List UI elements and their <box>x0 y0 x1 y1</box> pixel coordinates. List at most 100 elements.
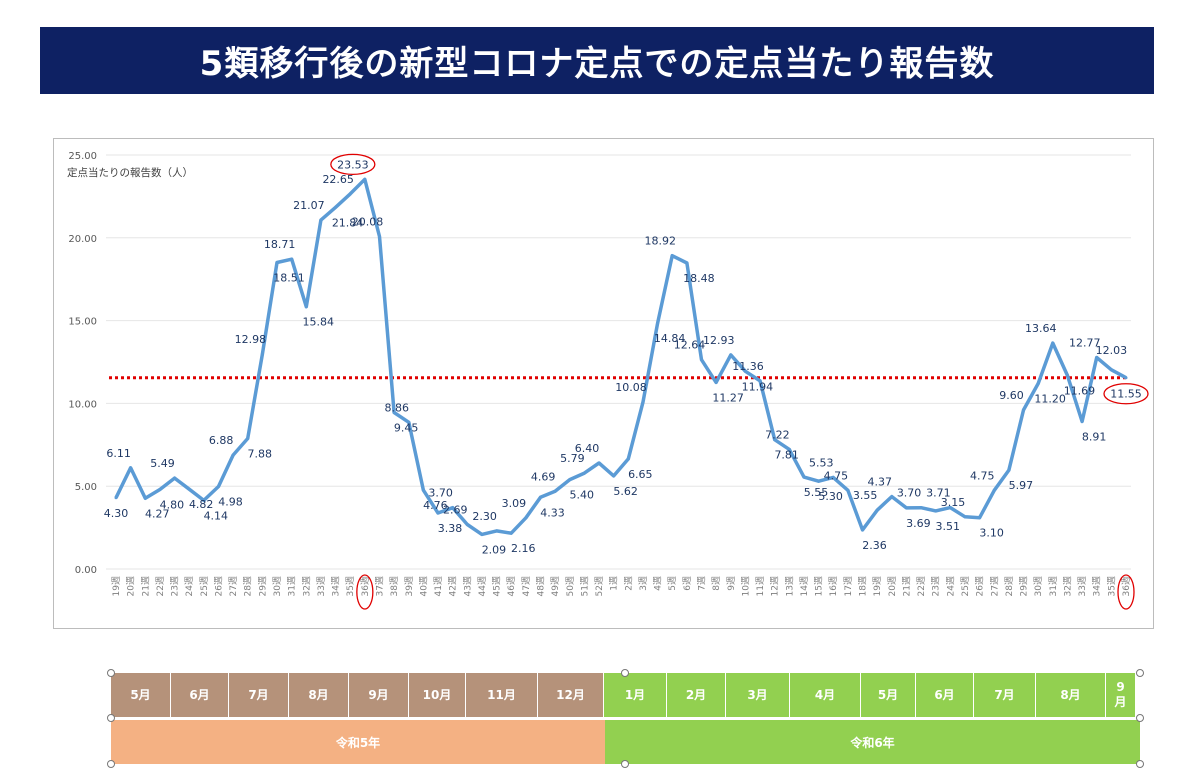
data-label: 12.98 <box>235 333 267 346</box>
data-label: 3.71 <box>926 487 951 500</box>
data-label: 11.94 <box>742 380 774 393</box>
x-tick-label: 11週 <box>755 576 766 596</box>
data-point <box>787 447 791 451</box>
month-cell: 7月 <box>229 673 289 717</box>
data-point <box>1109 368 1113 372</box>
x-tick-label: 35週 <box>345 576 356 596</box>
y-tick-label: 20.00 <box>68 234 97 245</box>
x-tick-label: 7週 <box>697 576 708 591</box>
x-tick-label: 22週 <box>916 576 927 596</box>
data-point <box>480 532 484 536</box>
data-point <box>407 420 411 424</box>
data-point <box>641 400 645 404</box>
data-label: 10.08 <box>615 381 647 394</box>
x-tick-label: 14週 <box>799 576 810 596</box>
year-cell-reiwa6: 令和6年 <box>605 720 1140 764</box>
month-cell: 9月 <box>349 673 409 717</box>
data-point <box>319 218 323 222</box>
selection-handle[interactable] <box>107 714 115 722</box>
data-label: 5.40 <box>570 489 595 502</box>
data-point <box>978 516 982 520</box>
data-label: 3.10 <box>979 527 1004 540</box>
data-label: 4.27 <box>145 507 170 520</box>
x-tick-label: 13週 <box>784 576 795 596</box>
x-tick-label: 23週 <box>931 576 942 596</box>
data-label: 3.55 <box>853 489 878 502</box>
x-tick-label: 28週 <box>1004 576 1015 596</box>
data-label: 9.45 <box>394 422 419 435</box>
data-label: 6.88 <box>209 434 234 447</box>
data-point <box>1036 382 1040 386</box>
x-tick-label: 45週 <box>492 576 503 596</box>
selection-handle[interactable] <box>1136 669 1144 677</box>
x-tick-label: 12週 <box>770 576 781 596</box>
data-point <box>158 488 162 492</box>
data-label: 4.80 <box>160 499 185 512</box>
x-tick-label: 47週 <box>521 576 532 596</box>
x-tick-label: 1週 <box>609 576 620 591</box>
data-label: 7.81 <box>774 449 799 462</box>
chart-frame <box>53 138 1154 629</box>
data-label: 4.98 <box>218 496 243 509</box>
month-cell: 7月 <box>974 673 1036 717</box>
x-tick-label: 8週 <box>711 576 722 591</box>
x-tick-label: 31週 <box>287 576 298 596</box>
data-label: 2.30 <box>472 510 497 523</box>
selection-handle[interactable] <box>621 760 629 768</box>
x-tick-label: 29週 <box>257 576 268 596</box>
month-cell: 6月 <box>171 673 229 717</box>
data-point <box>904 506 908 510</box>
x-tick-label: 4週 <box>653 576 664 591</box>
x-tick-label: 40週 <box>418 576 429 596</box>
data-point <box>143 496 147 500</box>
data-point <box>582 471 586 475</box>
x-tick-label: 36週 <box>360 576 371 596</box>
highlight-ellipse <box>330 153 376 175</box>
x-tick-label: 10週 <box>740 576 751 596</box>
month-cell: 2月 <box>667 673 726 717</box>
data-label: 6.40 <box>575 442 600 455</box>
data-point <box>187 487 191 491</box>
data-label: 12.03 <box>1096 344 1128 357</box>
data-label: 12.93 <box>703 334 735 347</box>
data-label: 4.14 <box>204 509 229 522</box>
data-point <box>700 358 704 362</box>
x-tick-label: 3週 <box>638 576 649 591</box>
data-point <box>363 177 367 181</box>
highlight-ellipse <box>1103 383 1149 405</box>
x-tick-label: 26週 <box>975 576 986 596</box>
chart-title: 5類移行後の新型コロナ定点での定点当たり報告数 <box>199 44 995 84</box>
data-label: 4.30 <box>104 507 129 520</box>
selection-handle[interactable] <box>1136 714 1144 722</box>
x-tick-label: 25週 <box>199 576 210 596</box>
selection-handle[interactable] <box>1136 760 1144 768</box>
data-label: 20.08 <box>352 215 384 228</box>
data-label: 3.70 <box>428 487 453 500</box>
data-label: 9.60 <box>999 389 1024 402</box>
data-point <box>1022 408 1026 412</box>
data-point <box>114 496 118 500</box>
data-label: 15.84 <box>303 316 335 329</box>
x-tick-label: 20週 <box>126 576 137 596</box>
data-point <box>246 437 250 441</box>
data-label: 18.92 <box>644 235 676 248</box>
data-label: 3.70 <box>897 487 922 500</box>
x-tick-label: 25週 <box>960 576 971 596</box>
data-label: 4.75 <box>824 469 849 482</box>
data-label: 8.86 <box>385 401 410 414</box>
data-label: 5.55 <box>804 486 829 499</box>
data-point <box>890 495 894 499</box>
data-point <box>831 475 835 479</box>
data-label: 3.15 <box>941 496 966 509</box>
x-tick-label: 36週 <box>1121 576 1132 596</box>
selection-handle[interactable] <box>107 760 115 768</box>
data-label: 3.09 <box>502 497 527 510</box>
x-tick-label: 9週 <box>726 576 737 591</box>
month-cell: 5月 <box>111 673 171 717</box>
data-label: 14.84 <box>654 332 686 345</box>
x-tick-label: 24週 <box>184 576 195 596</box>
data-label: 22.65 <box>322 173 354 186</box>
tick-highlight-ellipse <box>356 574 374 610</box>
selection-handle[interactable] <box>621 669 629 677</box>
selection-handle[interactable] <box>107 669 115 677</box>
